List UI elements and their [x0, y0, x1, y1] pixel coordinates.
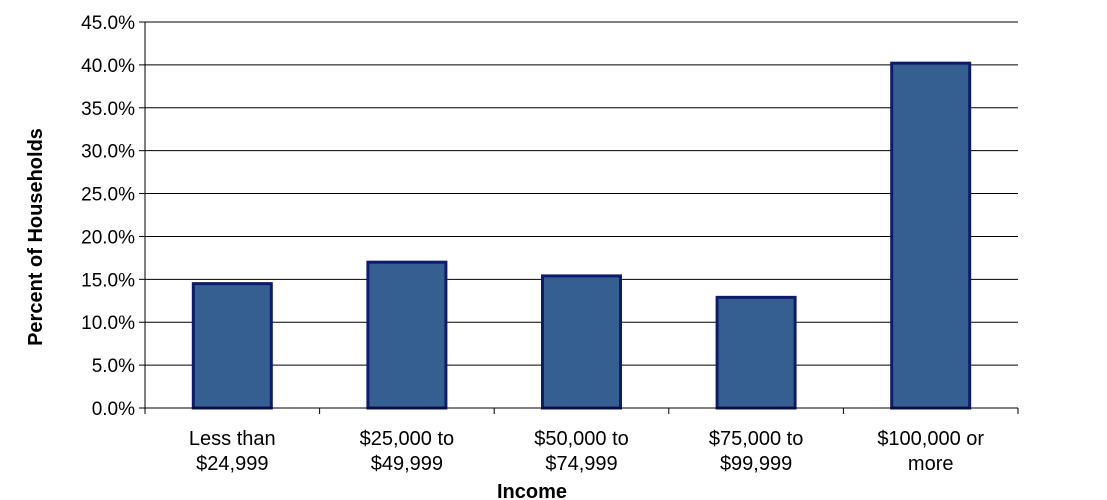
y-tick-label: 5.0% [92, 356, 135, 377]
axes [144, 22, 1019, 414]
bar [366, 260, 448, 410]
y-axis-title: Percent of Households [25, 128, 47, 346]
y-tick-label: 30.0% [81, 142, 135, 163]
y-tick-label: 0.0% [92, 399, 135, 420]
y-tick-labels: 0.0% 5.0% 10.0% 15.0% 20.0% 25.0% 30.0% 35.0% 40… [81, 13, 135, 420]
y-tick-label: 20.0% [81, 227, 135, 248]
x-tick-label: Less than $24,999 [189, 428, 276, 475]
x-tick-label: $75,000 to $99,999 [709, 428, 804, 475]
x-tick-label: $100,000 or more [877, 428, 984, 475]
x-tick-label: $50,000 to $74,999 [534, 428, 629, 475]
bar [890, 61, 972, 410]
y-tick-label: 45.0% [81, 13, 135, 34]
y-tick-label: 40.0% [81, 56, 135, 77]
x-tick-labels: Less than $24,999 $25,000 to $49,999 $50,000… [189, 428, 984, 475]
bar [541, 274, 622, 410]
y-tick-label: 25.0% [81, 185, 135, 206]
y-tick-label: 35.0% [81, 99, 135, 120]
bars [191, 61, 972, 410]
bar [191, 282, 273, 410]
y-tick-label: 10.0% [81, 313, 135, 334]
bar [715, 295, 797, 410]
y-tick-label: 15.0% [81, 270, 135, 291]
x-tick-label: $25,000 to $49,999 [360, 428, 455, 475]
x-axis-title: Income [497, 481, 567, 500]
